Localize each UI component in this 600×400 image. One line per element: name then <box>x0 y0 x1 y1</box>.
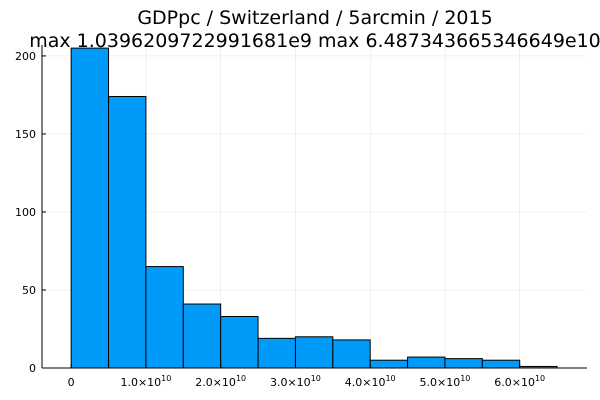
histogram-bar <box>70 47 110 369</box>
histogram-bar <box>369 359 409 369</box>
histogram-bar <box>220 316 259 369</box>
y-tick-label: 150 <box>15 128 36 141</box>
histogram-bar <box>481 359 521 369</box>
histogram-bar <box>294 336 334 369</box>
x-tick-label: 6.0×1010 <box>494 374 545 389</box>
histogram-bar <box>145 266 184 369</box>
y-tick-label: 100 <box>15 206 36 219</box>
y-tick-label: 200 <box>15 50 36 63</box>
x-tick-label: 1.0×1010 <box>120 374 171 389</box>
chart-title-line1: GDPpc / Switzerland / 5arcmin / 2015 <box>137 7 492 29</box>
y-tick-label: 50 <box>22 284 36 297</box>
histogram-bar <box>407 356 446 369</box>
x-tick-label: 2.0×1010 <box>195 374 246 389</box>
x-tick-label: 3.0×1010 <box>270 374 321 389</box>
x-tick-label: 5.0×1010 <box>420 374 471 389</box>
y-tick-label: 0 <box>29 362 36 375</box>
plot-area: 0 50 100 150 200 0 1.0×1010 2.0×1010 3.0×1010 4.0… <box>15 45 587 389</box>
x-tick-label: 4.0×1010 <box>345 374 396 389</box>
histogram-bar <box>257 337 296 369</box>
histogram-bar <box>182 303 222 369</box>
histogram-bar <box>108 95 147 369</box>
x-tick-label: 0 <box>68 376 75 389</box>
histogram-bar <box>332 339 371 369</box>
chart-title-line2: max 1.0396209722991681e9 max 6.487343665… <box>29 30 600 52</box>
histogram-bar <box>444 358 483 369</box>
